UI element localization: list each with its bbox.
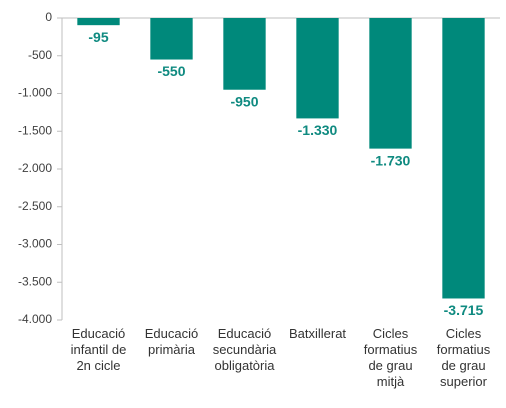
y-tick-label: -500 — [28, 48, 52, 62]
x-tick-label: Educació infantil de 2n cicle — [70, 326, 127, 373]
value-label: -95 — [88, 29, 108, 45]
bar — [223, 18, 266, 90]
y-tick-label: -4.000 — [18, 312, 52, 326]
bar — [296, 18, 339, 119]
bar — [369, 18, 412, 149]
value-label: -550 — [157, 63, 185, 79]
bar — [150, 18, 193, 60]
value-label: -1.330 — [298, 122, 338, 138]
y-tick-label: -3.500 — [18, 274, 52, 288]
y-tick-label: 0 — [45, 10, 52, 24]
bar — [442, 18, 485, 299]
x-tick-label: Batxillerat — [288, 326, 347, 341]
x-tick-label: Cicles formatius de grau mitjà — [363, 326, 418, 389]
x-tick-label: Cicles formatius de grau superior — [436, 326, 491, 389]
value-label: -3.715 — [444, 302, 484, 318]
value-label: -950 — [230, 93, 258, 109]
y-tick-label: -1.500 — [18, 123, 52, 137]
bar — [77, 18, 120, 26]
y-tick-label: -2.000 — [18, 161, 52, 175]
y-tick-label: -2.500 — [18, 199, 52, 213]
y-tick-label: -3.000 — [18, 237, 52, 251]
y-tick-label: -1.000 — [18, 86, 52, 100]
x-tick-label: Educació primària — [144, 326, 199, 357]
value-label: -1.730 — [371, 152, 411, 168]
x-tick-label: Educació secundària obligatòria — [212, 326, 277, 373]
